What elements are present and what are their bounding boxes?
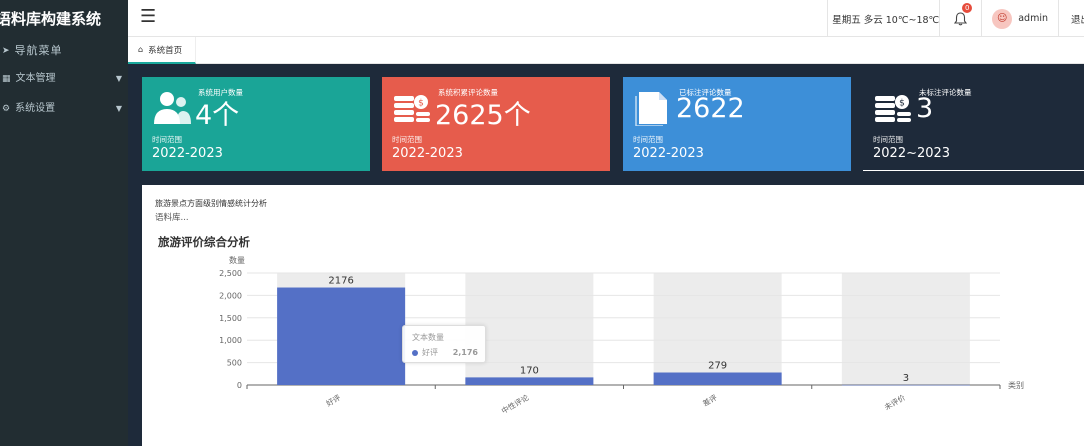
main-content: 系统用户数量 4个 时间范围 2022-2023 $ 系统积累评论数量 2625… (128, 64, 1084, 446)
card-value: 4个 (195, 100, 240, 131)
card-title: 系统用户数量 (198, 88, 243, 97)
sidebar-item-label: 文本管理 (15, 73, 56, 84)
card-value: 3 (916, 93, 934, 124)
card-range: 2022-2023 (152, 146, 223, 161)
users-icon (154, 92, 191, 124)
tooltip-value: 2,176 (452, 348, 478, 357)
y-tick-label: 0 (237, 381, 242, 390)
tooltip-row: 好评 2,176 (412, 347, 478, 358)
data-label: 3 (903, 373, 909, 384)
bar (465, 377, 594, 385)
card-title: 未标注评论数量 (919, 88, 972, 97)
app-brand: 语料库构建系统 (0, 10, 102, 28)
bar-shadow (653, 273, 782, 385)
notification-badge: 0 (962, 3, 973, 13)
send-icon: ➤ (2, 46, 11, 56)
document-icon (635, 92, 667, 126)
username: admin (1018, 13, 1048, 24)
card-title: 系统积累评论数量 (438, 88, 498, 97)
svg-text:$: $ (899, 99, 905, 109)
card-value: 2625个 (435, 100, 531, 131)
sidebar: 语料库构建系统 ➤ 导航菜单 ▦ 文本管理 ▼ ⚙ 系统设置 ▼ (0, 0, 128, 446)
tooltip-category: 好评 (422, 348, 438, 357)
card-range: 2022~2023 (873, 146, 951, 161)
bar (653, 372, 782, 385)
card-value: 2622 (676, 93, 745, 124)
x-tick-label: 好评 (324, 392, 342, 408)
data-label: 2176 (328, 276, 353, 287)
chart-tooltip: 文本数量 好评 2,176 (402, 325, 486, 363)
series-dot-icon (412, 349, 418, 356)
caret-down-icon: ▼ (115, 104, 122, 113)
card-range: 2022-2023 (392, 146, 463, 161)
notification-button[interactable]: 0 (939, 0, 981, 37)
header-right: 星期五 多云 10℃~18℃ 0 ☺ admin 退出 (827, 0, 1084, 37)
x-tick-label: 差评 (701, 392, 719, 408)
bar-shadow (841, 273, 970, 385)
sidebar-item-label: 系统设置 (15, 103, 56, 114)
stat-card-labeled-comments: 已标注评论数量 2622 时间范围 2022-2023 (623, 77, 851, 171)
y-axis-label: 数量 (229, 255, 245, 265)
gear-icon: ⚙ (2, 104, 11, 114)
panel-subtitle-2: 语料库... (155, 213, 189, 223)
bar-chart[interactable]: 数量 0 500 1,000 1,500 2,000 2,500 2176 好评 170 中性评论 2… (142, 247, 1084, 446)
svg-text:$: $ (418, 99, 424, 109)
hamburger-icon[interactable]: ☰ (140, 6, 157, 27)
y-tick-label: 2,500 (219, 269, 242, 278)
data-label: 279 (708, 361, 727, 372)
card-range-label: 时间范围 (152, 135, 182, 144)
tooltip-series: 文本数量 (412, 333, 444, 342)
x-axis-label: 类别 (1008, 380, 1024, 390)
nav-menu-label: 导航菜单 (14, 44, 63, 57)
bar (277, 287, 406, 385)
stat-card-total-comments: $ 系统积累评论数量 2625个 时间范围 2022-2023 (382, 77, 610, 171)
card-range-label: 时间范围 (633, 135, 663, 144)
x-tick-label: 中性评论 (499, 392, 530, 416)
bar (841, 384, 970, 386)
coins-icon: $ (875, 95, 911, 122)
tab-bar: ⌂ 系统首页 (128, 37, 1084, 64)
user-menu[interactable]: ☺ admin (981, 0, 1058, 37)
card-range-label: 时间范围 (873, 135, 903, 144)
home-icon: ⌂ (138, 45, 144, 54)
top-header: ☰ 星期五 多云 10℃~18℃ 0 ☺ admin 退出 (128, 0, 1084, 37)
stat-card-unlabeled-comments: $ 未标注评论数量 3 时间范围 2022~2023 (863, 77, 1084, 171)
weather-info: 星期五 多云 10℃~18℃ (827, 0, 939, 37)
sidebar-item-system-settings[interactable]: ⚙ 系统设置 ▼ (0, 94, 128, 124)
y-tick-label: 1,000 (219, 336, 242, 345)
bar-shadow (465, 273, 594, 385)
caret-down-icon: ▼ (115, 74, 122, 83)
panel-subtitle: 旅游景点方面级别情感统计分析 (155, 199, 267, 208)
sidebar-item-text-manage[interactable]: ▦ 文本管理 ▼ (0, 64, 128, 94)
tab-home-label: 系统首页 (148, 45, 183, 56)
avatar: ☺ (992, 8, 1013, 29)
card-title: 已标注评论数量 (679, 88, 732, 97)
tab-home[interactable]: ⌂ 系统首页 (128, 37, 196, 64)
coins-icon: $ (394, 95, 430, 122)
card-range-label: 时间范围 (392, 135, 422, 144)
y-tick-label: 2,000 (219, 291, 242, 300)
y-tick-label: 500 (227, 359, 242, 368)
chart-title: 旅游评价综合分析 (158, 235, 250, 249)
chart-panel: 旅游景点方面级别情感统计分析 语料库... 旅游评价综合分析 数量 0 500 1,0… (142, 185, 1084, 446)
nav-menu-header: ➤ 导航菜单 (0, 38, 128, 64)
y-tick-label: 1,500 (219, 314, 242, 323)
logout-button[interactable]: 退出 (1058, 0, 1084, 37)
x-tick-label: 未评价 (882, 392, 907, 412)
bell-icon (954, 11, 968, 25)
grid-icon: ▦ (2, 74, 11, 84)
stat-card-users: 系统用户数量 4个 时间范围 2022-2023 (142, 77, 370, 171)
data-label: 170 (520, 365, 539, 376)
card-range: 2022-2023 (633, 146, 704, 161)
